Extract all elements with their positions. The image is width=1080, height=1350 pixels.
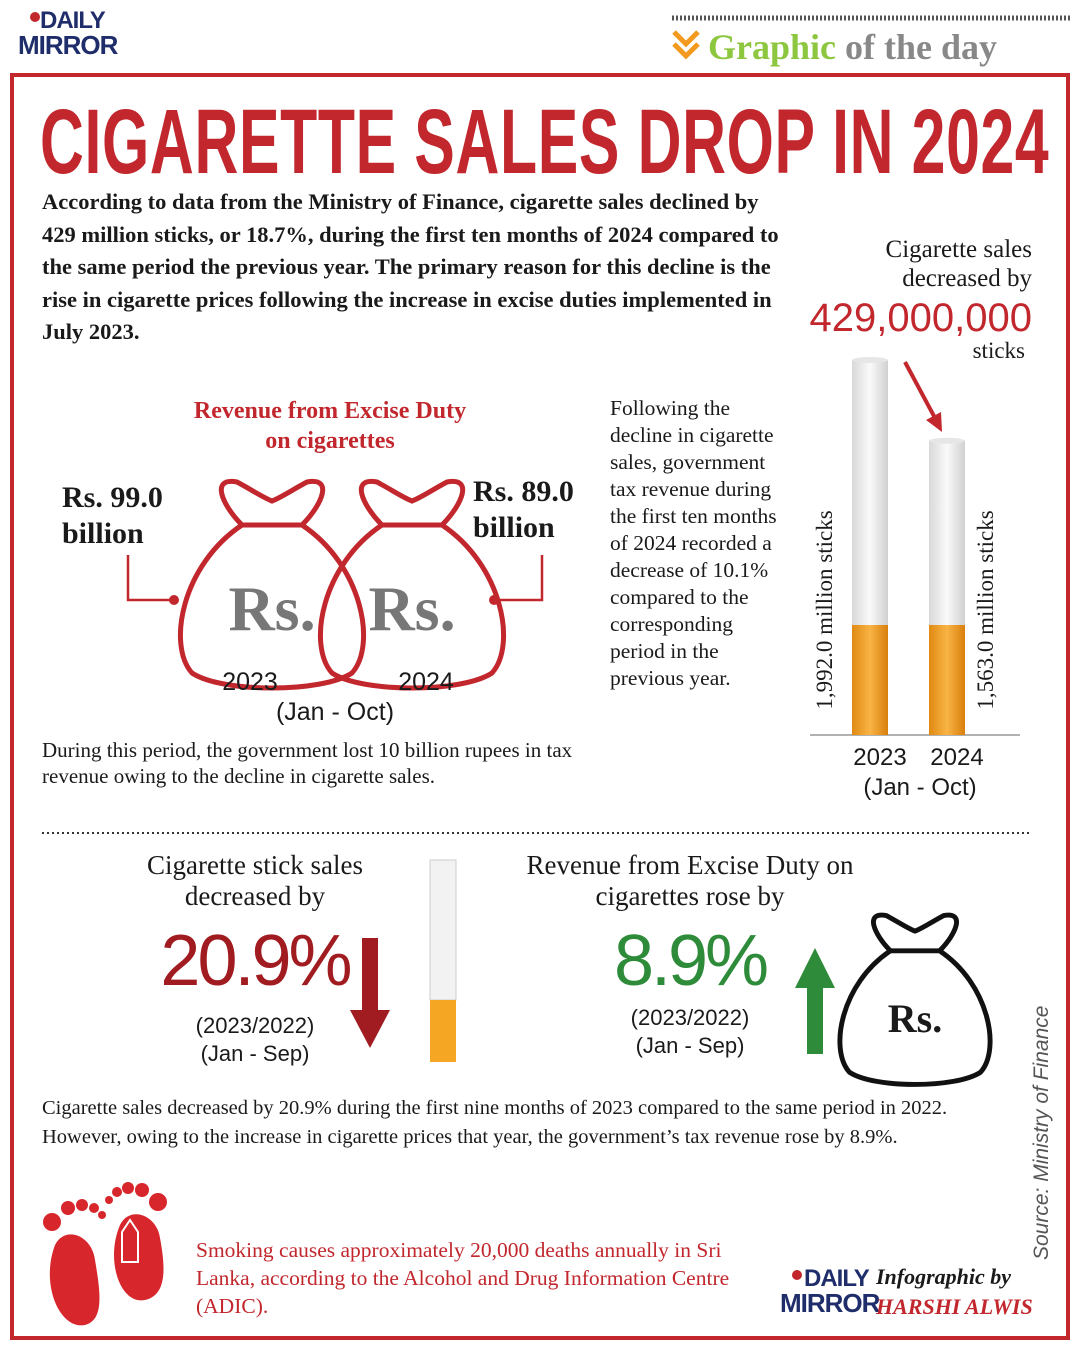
- tagline-gray: of the day: [845, 27, 998, 67]
- cigarette-tip: [929, 437, 965, 444]
- author: HARSHI ALWIS: [876, 1294, 1033, 1319]
- money-bag: [177, 478, 367, 691]
- down-arrow: [362, 938, 378, 1013]
- stat-years: (2023/2022): [195, 1013, 315, 1038]
- year: 2023: [222, 668, 278, 696]
- cigarette-tip: [852, 357, 888, 363]
- value-label: 1,992.0 million sticks: [812, 510, 837, 709]
- logo-dot: [792, 1270, 802, 1280]
- amount-value: Rs. 89.0: [473, 475, 574, 508]
- logo-dot: [30, 12, 40, 22]
- revenue-note: During this period, the government lost …: [42, 738, 573, 788]
- tagline: Graphic of the day: [708, 26, 997, 68]
- x-tick-label: 2024: [930, 744, 983, 771]
- money-bag: [837, 912, 993, 1087]
- amount-unit: billion: [473, 511, 555, 544]
- bag-symbol: Rs.: [228, 573, 316, 644]
- up-arrow: [807, 986, 823, 1054]
- cigarette-filter: [430, 1000, 456, 1062]
- intro: According to data from the Ministry of F…: [42, 189, 779, 344]
- cigarette-filter: [929, 625, 965, 735]
- logo: DAILY: [40, 7, 106, 34]
- amount: Rs. 99.0 billion: [62, 480, 163, 552]
- tagline-green: Graphic: [708, 27, 837, 67]
- annotation: 429,000,000: [809, 296, 1032, 340]
- stat-months: (Jan - Sep): [635, 1033, 745, 1058]
- revenue-title-line: Revenue from Excise Duty: [193, 398, 467, 424]
- year: 2024: [398, 668, 454, 696]
- up-arrow: [795, 948, 835, 988]
- money-bag: [317, 478, 507, 691]
- annotation-unit: sticks: [972, 338, 1025, 363]
- stat-months: (Jan - Sep): [200, 1041, 310, 1066]
- headline: CIGARETTE SALES DROP IN 2024: [40, 91, 1050, 193]
- logo: DAILY: [804, 1265, 870, 1292]
- x-tick-label: 2023: [853, 744, 906, 771]
- cigarette-filter: [852, 625, 888, 735]
- stat-years: (2023/2022): [630, 1005, 750, 1030]
- credit: Infographic by: [876, 1264, 1012, 1289]
- bag-symbol: Rs.: [368, 573, 456, 644]
- value-label: 1,563.0 million sticks: [973, 510, 998, 709]
- down-arrow: [350, 1010, 390, 1048]
- cigarette-icon: [429, 859, 457, 1001]
- body-text: Cigarette sales decreased by 20.9% durin…: [42, 1097, 948, 1148]
- connector: [496, 555, 544, 602]
- amount: Rs. 89.0 billion: [473, 474, 574, 546]
- tag-icon: [121, 1218, 139, 1263]
- warning: Smoking causes approximately 20,000 deat…: [196, 1238, 730, 1318]
- footprints: [43, 1182, 167, 1326]
- bag-symbol: Rs.: [887, 996, 943, 1041]
- connector-dot: [169, 595, 179, 605]
- logo: MIRROR: [18, 30, 118, 60]
- logo: MIRROR: [780, 1288, 880, 1318]
- revenue-title-line: on cigarettes: [265, 428, 395, 454]
- chart-period: (Jan - Oct): [863, 774, 977, 801]
- amount-value: Rs. 99.0: [62, 481, 163, 514]
- period: (Jan - Oct): [275, 698, 395, 726]
- chevron: [672, 30, 700, 60]
- amount-unit: billion: [62, 517, 144, 550]
- stat-value: 8.9%: [613, 921, 769, 1001]
- stat-value: 20.9%: [160, 921, 352, 1001]
- connector: [126, 555, 172, 602]
- arrow-head: [926, 412, 942, 432]
- chart: 1,992.0 million sticks 2023 1,563.0 millio…: [810, 357, 1020, 771]
- frame: [10, 73, 1070, 1340]
- stat-title: Cigarette stick sales decreased by: [147, 850, 363, 911]
- stat-period: (2023/2022) (Jan - Sep): [160, 1012, 350, 1068]
- revenue-title: Revenue from Excise Duty on cigarettes: [140, 396, 520, 456]
- stat-title: Revenue from Excise Duty on cigarettes r…: [526, 850, 854, 911]
- middle-text: Following the decline in cigarette sales…: [610, 396, 777, 690]
- stat-period: (2023/2022) (Jan - Sep): [595, 1004, 785, 1060]
- connector-dot: [489, 595, 499, 605]
- chart-title: Cigarette sales decreased by: [885, 236, 1032, 292]
- source: Source: Ministry of Finance: [1030, 1005, 1053, 1260]
- arrow: [903, 361, 937, 419]
